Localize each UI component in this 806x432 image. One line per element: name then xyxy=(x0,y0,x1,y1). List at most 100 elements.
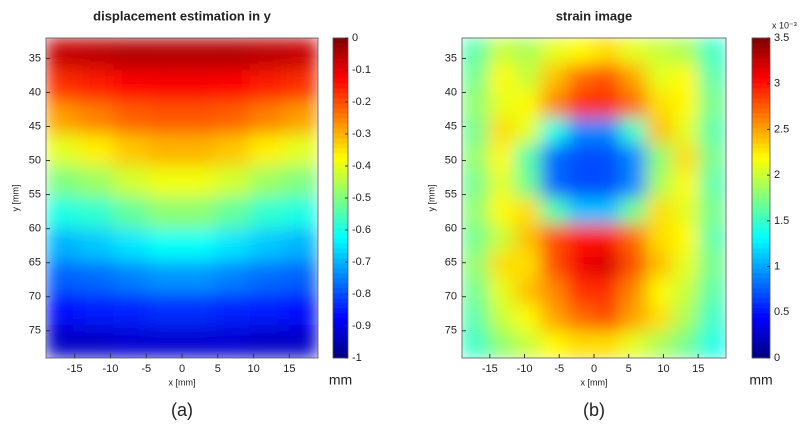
colorbar-slice xyxy=(333,117,348,124)
colorbar-slice xyxy=(333,232,348,239)
heatmap-cell xyxy=(487,304,516,333)
colorbar-slice xyxy=(333,202,348,209)
colorbar-slice xyxy=(333,247,348,254)
colorbar-label: mm xyxy=(749,372,772,388)
heatmap-cell xyxy=(540,304,569,333)
heatmap-cell xyxy=(147,69,183,103)
heatmap-cell xyxy=(46,69,81,103)
heatmap-cell xyxy=(514,304,542,333)
colorbar-slice xyxy=(752,87,770,94)
y-tick-label: 35 xyxy=(445,52,457,64)
heatmap-cell xyxy=(593,197,621,226)
heatmap-cell xyxy=(147,38,183,71)
colorbar-slice xyxy=(752,337,770,344)
heatmap-cell xyxy=(672,38,701,66)
colorbar-slice xyxy=(752,282,770,289)
heatmap-cell xyxy=(46,197,81,231)
heatmap-cell xyxy=(181,165,217,199)
heatmap-cell xyxy=(593,143,621,172)
heatmap-cell xyxy=(249,38,285,71)
colorbar-slice xyxy=(333,192,348,199)
y-tick-label: 50 xyxy=(29,154,41,166)
colorbar-slice xyxy=(752,277,770,284)
colorbar-tick-label: 1.5 xyxy=(774,215,789,227)
y-tick-label: 70 xyxy=(445,291,457,303)
colorbar-slice xyxy=(333,87,348,94)
heatmap-cell xyxy=(646,64,674,93)
colorbar-slice xyxy=(752,307,770,314)
colorbar-slice xyxy=(333,282,348,289)
heatmap-cell xyxy=(215,101,251,135)
colorbar-slice xyxy=(752,212,770,219)
heatmap-cell xyxy=(46,165,81,199)
heatmap-cell xyxy=(462,250,489,279)
y-tick-label: 55 xyxy=(29,189,41,201)
heatmap-cell xyxy=(215,261,251,295)
colorbar-slice xyxy=(333,182,348,189)
colorbar-slice xyxy=(333,272,348,279)
heatmap-cell xyxy=(181,69,217,103)
heatmap-cell xyxy=(181,38,217,71)
colorbar-label: mm xyxy=(329,372,352,388)
heatmap-cell xyxy=(462,143,489,172)
colorbar-slice xyxy=(333,242,348,249)
heatmap-cell xyxy=(113,229,149,263)
colorbar-slice xyxy=(752,332,770,339)
colorbar-slice xyxy=(333,227,348,234)
heatmap-cell xyxy=(699,197,726,226)
heatmap-cell xyxy=(215,229,251,263)
heatmap-cell xyxy=(147,101,183,135)
heatmap-cell xyxy=(462,64,489,93)
y-tick-label: 55 xyxy=(445,189,457,201)
colorbar-slice xyxy=(333,112,348,119)
heatmap-cell xyxy=(79,38,115,71)
colorbar-slice xyxy=(752,177,770,184)
heatmap-cell xyxy=(181,133,217,167)
colorbar-slice xyxy=(752,97,770,104)
colorbar-slice xyxy=(752,117,770,124)
colorbar-slice xyxy=(752,197,770,204)
colorbar-slice xyxy=(752,292,770,299)
heatmap-cell xyxy=(567,250,595,279)
colorbar-slice xyxy=(752,302,770,309)
heatmap-cell xyxy=(672,143,701,172)
colorbar-slice xyxy=(752,252,770,259)
heatmap-cell xyxy=(147,261,183,295)
x-tick-label: -5 xyxy=(141,363,151,375)
heatmap-cell xyxy=(619,90,648,119)
heatmap-cell xyxy=(672,197,701,226)
colorbar-tick-label: 2 xyxy=(774,169,780,181)
x-axis-label: x [mm] xyxy=(169,377,196,387)
heatmap xyxy=(46,38,318,358)
colorbar-slice xyxy=(752,147,770,154)
heatmap-cell xyxy=(215,293,251,327)
heatmap-cell xyxy=(487,250,516,279)
colorbar-slice xyxy=(752,222,770,229)
heatmap-cell xyxy=(487,117,516,146)
colorbar-slice xyxy=(752,62,770,69)
colorbar-tick-label: 0.5 xyxy=(774,306,789,318)
colorbar-slice xyxy=(752,347,770,354)
colorbar-slice xyxy=(752,202,770,209)
colorbar-slice xyxy=(752,52,770,59)
colorbar-slice xyxy=(333,217,348,224)
heatmap-cell xyxy=(593,331,621,358)
heatmap-cell xyxy=(540,278,569,306)
colorbar-slice xyxy=(752,67,770,74)
heatmap-cell xyxy=(699,224,726,253)
x-tick-label: -5 xyxy=(554,363,564,375)
heatmap-cell xyxy=(593,250,621,279)
heatmap-cell xyxy=(619,331,648,358)
heatmap-cell xyxy=(672,250,701,279)
colorbar-slice xyxy=(752,142,770,149)
colorbar-slice xyxy=(752,217,770,224)
colorbar-slice xyxy=(333,67,348,74)
heatmap-cell xyxy=(249,69,285,103)
x-tick-label: 10 xyxy=(247,363,259,375)
colorbar-slice xyxy=(333,187,348,194)
heatmap-cell xyxy=(181,325,217,358)
heatmap-cell xyxy=(46,229,81,263)
heatmap-cell xyxy=(567,197,595,226)
caption: (b) xyxy=(583,400,605,420)
colorbar-slice xyxy=(752,272,770,279)
